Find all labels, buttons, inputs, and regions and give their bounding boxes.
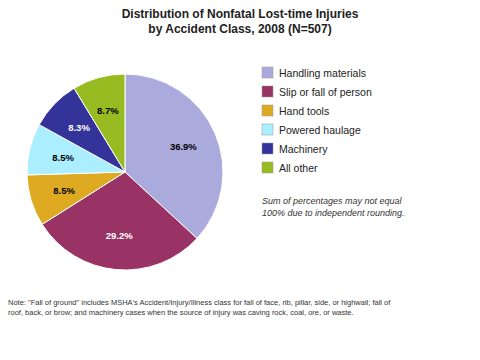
data-label: 29.2%: [106, 230, 133, 241]
legend-swatch: [262, 67, 273, 78]
footnote-text: Note: "Fall of ground" includes MSHA's A…: [8, 298, 391, 317]
legend-swatch: [262, 162, 273, 173]
chart-title: Distribution of Nonfatal Lost-time Injur…: [122, 7, 359, 36]
legend-label: Hand tools: [279, 105, 329, 117]
chart-container: Distribution of Nonfatal Lost-time Injur…: [0, 0, 480, 360]
legend: Handling materials Slip or fall of person…: [262, 67, 372, 174]
legend-label: Powered haulage: [279, 124, 361, 136]
text-line: Note: "Fall of ground" includes MSHA's A…: [8, 298, 391, 307]
legend-swatch: [262, 86, 273, 97]
note-text: Sum of percentages may not equal 100% due…: [262, 196, 405, 218]
data-label: 8.5%: [53, 185, 75, 196]
legend-label: Handling materials: [279, 67, 366, 79]
text-line: Sum of percentages may not equal: [262, 196, 403, 206]
legend-swatch: [262, 143, 273, 154]
legend-label: Slip or fall of person: [279, 86, 372, 98]
legend-label: All other: [279, 162, 318, 174]
data-label: 8.7%: [97, 105, 119, 116]
legend-swatch: [262, 105, 273, 116]
pie-labels: 36.9% 29.2% 8.5% 8.5% 8.3% 8.7%: [52, 105, 197, 241]
text-line: by Accident Class, 2008 (N=507): [148, 22, 331, 36]
text-line: Distribution of Nonfatal Lost-time Injur…: [122, 7, 359, 21]
pie-slices: [27, 74, 223, 270]
data-label: 8.5%: [52, 152, 74, 163]
pie-slice: [27, 172, 125, 224]
pie-slice: [42, 172, 197, 270]
legend-label: Machinery: [279, 143, 328, 155]
chart-svg: Distribution of Nonfatal Lost-time Injur…: [0, 0, 480, 360]
data-label: 8.3%: [68, 122, 90, 133]
text-line: 100% due to independent rounding.: [262, 208, 405, 218]
text-line: roof, back, or brow; and machinery cases…: [8, 308, 354, 317]
background: [0, 0, 480, 360]
legend-swatch: [262, 124, 273, 135]
data-label: 36.9%: [170, 141, 197, 152]
